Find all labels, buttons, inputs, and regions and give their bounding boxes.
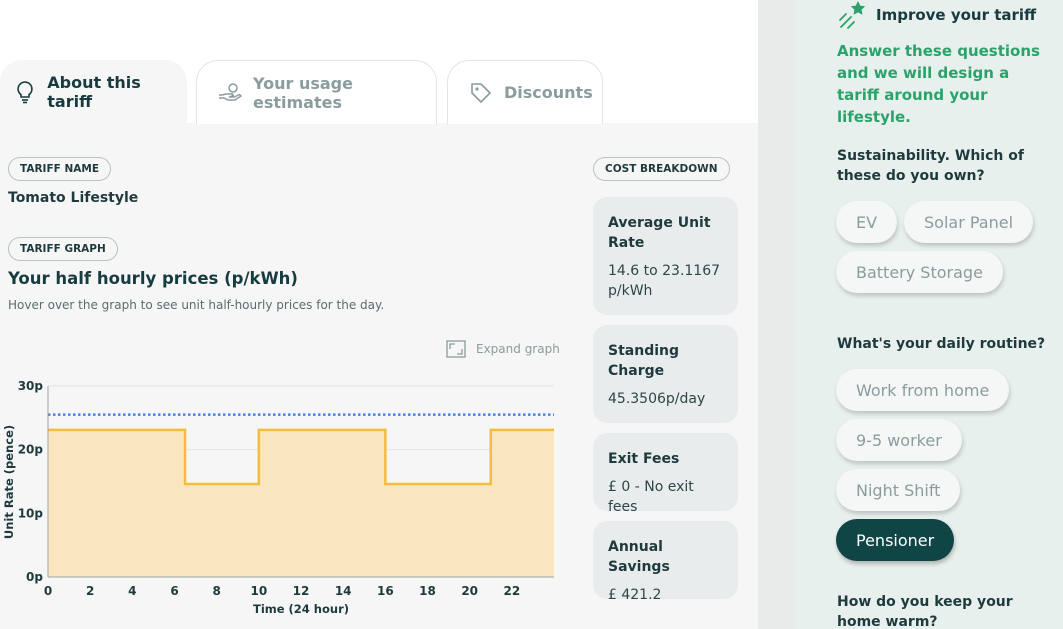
graph-hint: Hover over the graph to see unit half-ho… bbox=[8, 298, 385, 312]
expand-graph-button[interactable]: Expand graph bbox=[446, 340, 560, 358]
tag-icon bbox=[468, 80, 494, 106]
y-tick-label: 10p bbox=[18, 506, 44, 520]
x-tick-label: 0 bbox=[44, 584, 52, 598]
tab-your-usage-estimates[interactable]: Your usage estimates bbox=[196, 60, 437, 124]
cost-card-standing-charge: Standing Charge 45.3506p/day bbox=[593, 325, 738, 423]
graph-title: Your half hourly prices (p/kWh) bbox=[8, 269, 298, 288]
y-tick-label: 0p bbox=[26, 570, 43, 584]
tariff-name-label: TARIFF NAME bbox=[8, 157, 112, 181]
expand-icon bbox=[446, 340, 466, 358]
improve-tariff-intro: Answer these questions and we will desig… bbox=[837, 42, 1040, 126]
option-night-shift[interactable]: Night Shift bbox=[836, 469, 961, 511]
tab-discounts[interactable]: Discounts bbox=[447, 60, 603, 124]
option-solar-panel[interactable]: Solar Panel bbox=[904, 201, 1034, 243]
x-tick-label: 16 bbox=[377, 584, 394, 598]
card-value: £ 421.2 bbox=[608, 587, 662, 603]
y-tick-label: 30p bbox=[18, 379, 44, 393]
card-title: Average Unit Rate bbox=[608, 215, 711, 251]
question-daily-routine: What's your daily routine? bbox=[837, 336, 1046, 352]
x-tick-label: 12 bbox=[293, 584, 310, 598]
tariff-chart[interactable]: 0p 10p 20p 30p 0 2 4 6 8 10 12 14 16 18 20 22 Time (24 h… bbox=[0, 376, 560, 626]
x-tick-label: 8 bbox=[212, 584, 220, 598]
tariff-graph-label: TARIFF GRAPH bbox=[8, 237, 118, 261]
x-tick-label: 4 bbox=[128, 584, 136, 598]
card-value: 45.3506p/day bbox=[608, 391, 706, 407]
price-area bbox=[48, 429, 554, 577]
card-title: Exit Fees bbox=[608, 451, 680, 467]
option-9-5-worker[interactable]: 9-5 worker bbox=[836, 419, 962, 461]
x-tick-label: 10 bbox=[250, 584, 267, 598]
shooting-star-icon bbox=[838, 0, 868, 30]
x-tick-label: 6 bbox=[170, 584, 178, 598]
question-home-warm: How do you keep your home warm? bbox=[837, 594, 1013, 629]
card-title: Annual Savings bbox=[608, 539, 670, 575]
lightbulb-icon bbox=[12, 79, 37, 105]
tab-about-this-tariff[interactable]: About this tariff bbox=[0, 60, 187, 124]
cost-breakdown-label: COST BREAKDOWN bbox=[593, 157, 730, 181]
tab-label: About this tariff bbox=[47, 73, 141, 111]
improve-tariff-title: Improve your tariff bbox=[876, 6, 1037, 24]
y-axis-label: Unit Rate (pence) bbox=[2, 425, 16, 539]
x-tick-label: 22 bbox=[503, 584, 520, 598]
option-pensioner[interactable]: Pensioner bbox=[836, 519, 955, 561]
option-battery-storage[interactable]: Battery Storage bbox=[836, 251, 1003, 293]
tab-label: Discounts bbox=[504, 83, 593, 102]
expand-graph-label: Expand graph bbox=[476, 342, 560, 356]
question-sustainability: Sustainability. Which of these do you ow… bbox=[837, 148, 1024, 184]
price-line bbox=[48, 428, 554, 486]
tab-label: Your usage estimates bbox=[253, 73, 353, 112]
tariff-name: Tomato Lifestyle bbox=[8, 190, 139, 206]
cost-card-annual-savings: Annual Savings £ 421.2 bbox=[593, 521, 738, 603]
improve-tariff-heading: Improve your tariff bbox=[838, 0, 1036, 30]
card-title: Standing Charge bbox=[608, 343, 679, 379]
x-axis-label: Time (24 hour) bbox=[253, 602, 349, 616]
option-ev[interactable]: EV bbox=[836, 201, 898, 243]
y-tick-label: 20p bbox=[18, 443, 44, 457]
x-tick-label: 20 bbox=[461, 584, 478, 598]
card-value: £ 0 - No exit fees bbox=[608, 479, 694, 515]
option-work-from-home[interactable]: Work from home bbox=[836, 369, 1010, 411]
hand-coin-icon bbox=[217, 80, 243, 106]
x-tick-label: 14 bbox=[335, 584, 352, 598]
x-tick-label: 18 bbox=[419, 584, 436, 598]
card-value: 14.6 to 23.1167 p/kWh bbox=[608, 263, 721, 299]
x-tick-label: 2 bbox=[86, 584, 94, 598]
cost-card-exit-fees: Exit Fees £ 0 - No exit fees bbox=[593, 433, 738, 515]
cost-card-average-unit-rate: Average Unit Rate 14.6 to 23.1167 p/kWh bbox=[593, 197, 738, 315]
panel-divider bbox=[758, 0, 796, 629]
